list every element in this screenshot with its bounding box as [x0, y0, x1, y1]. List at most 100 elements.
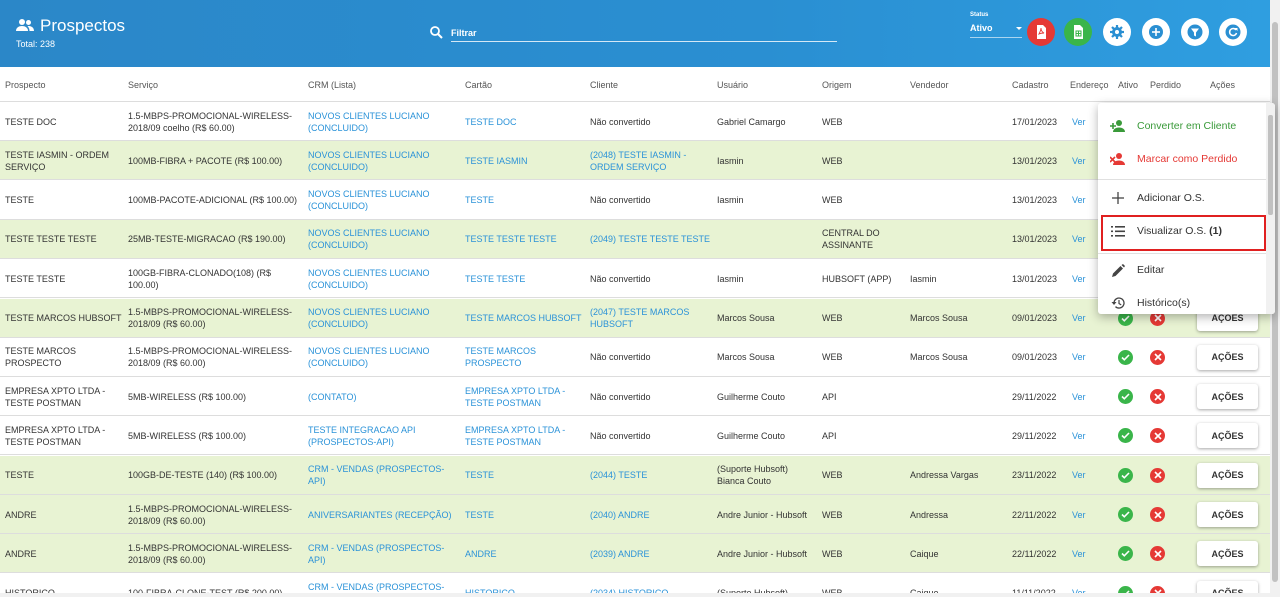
actions-button[interactable]: AÇÕES [1197, 541, 1258, 567]
active-check-icon[interactable] [1118, 428, 1133, 444]
active-check-icon[interactable] [1118, 507, 1133, 522]
table-row[interactable]: ANDRE 1.5-MBPS-PROMOCIONAL-WIRELESS-2018/… [0, 534, 1270, 574]
cell-crm[interactable]: (CONTATO) [308, 391, 357, 402]
active-check-icon[interactable] [1118, 349, 1133, 365]
cell-cartao[interactable]: TESTE MARCOS PROSPECTO [465, 346, 537, 369]
lost-x-icon[interactable] [1150, 389, 1165, 405]
cell-cartao[interactable]: TESTE TESTE TESTE [465, 234, 557, 245]
cell-endereco[interactable]: Ver [1072, 509, 1086, 520]
menu-item-add-os[interactable]: Adicionar O.S. [1098, 183, 1266, 213]
cell-crm[interactable]: NOVOS CLIENTES LUCIANO (CONCLUIDO) [308, 228, 430, 251]
cell-endereco[interactable]: Ver [1072, 195, 1086, 206]
cell-endereco[interactable]: Ver [1072, 234, 1086, 245]
active-check-icon[interactable] [1118, 546, 1133, 562]
col-origem[interactable]: Origem [822, 80, 852, 90]
actions-button[interactable]: AÇÕES [1197, 344, 1258, 370]
cell-cartao[interactable]: HISTORICO [465, 574, 585, 597]
lost-x-icon[interactable] [1150, 507, 1165, 522]
export-excel-button[interactable] [1064, 18, 1092, 46]
lost-x-icon[interactable] [1150, 310, 1165, 326]
menu-item-view-os[interactable]: Visualizar O.S. (1) [1098, 216, 1266, 246]
table-row[interactable]: TESTE 100MB-PACOTE-ADICIONAL (R$ 100.00) N… [0, 181, 1270, 220]
cell-crm[interactable]: NOVOS CLIENTES LUCIANO (CONCLUIDO) [308, 346, 430, 369]
cell-cartao[interactable]: TESTE DOC [465, 116, 517, 127]
actions-button[interactable]: AÇÕES [1197, 502, 1258, 527]
cell-endereco[interactable]: Ver [1072, 273, 1086, 284]
table-row[interactable]: ANDRE 1.5-MBPS-PROMOCIONAL-WIRELESS-2018/… [0, 495, 1270, 534]
lost-x-icon[interactable] [1150, 467, 1165, 483]
actions-button[interactable]: AÇÕES [1197, 384, 1258, 410]
cell-endereco[interactable]: Ver [1072, 313, 1086, 323]
col-vendedor[interactable]: Vendedor [910, 80, 949, 90]
actions-button[interactable]: AÇÕES [1197, 580, 1258, 597]
cell-cartao[interactable]: EMPRESA XPTO LTDA - TESTE POSTMAN [465, 385, 566, 408]
menu-scroll-thumb[interactable] [1268, 115, 1273, 215]
cell-cliente[interactable]: (2034) HISTORICO [590, 574, 712, 597]
search-icon[interactable] [430, 26, 443, 41]
cell-endereco[interactable]: Ver [1072, 430, 1086, 441]
table-row[interactable]: TESTE DOC 1.5-MBPS-PROMOCIONAL-WIRELESS-2… [0, 102, 1270, 141]
cell-crm[interactable]: NOVOS CLIENTES LUCIANO (CONCLUIDO) [308, 110, 430, 133]
menu-item-edit[interactable]: Editar [1098, 255, 1266, 285]
cell-crm[interactable]: NOVOS CLIENTES LUCIANO (CONCLUIDO) [308, 307, 430, 329]
menu-item-history[interactable]: Histórico(s) [1098, 288, 1266, 314]
cell-endereco[interactable]: Ver [1072, 391, 1086, 402]
col-endereco[interactable]: Endereço [1070, 80, 1109, 90]
cell-cartao[interactable]: TESTE TESTE [465, 273, 526, 284]
lost-x-icon[interactable] [1150, 349, 1165, 365]
cell-crm[interactable]: NOVOS CLIENTES LUCIANO (CONCLUIDO) [308, 149, 430, 172]
table-row[interactable]: TESTE 100GB-DE-TESTE (140) (R$ 100.00) CRM… [0, 455, 1270, 495]
col-ativo[interactable]: Ativo [1118, 80, 1139, 90]
active-check-icon[interactable] [1118, 467, 1133, 483]
col-cadastro[interactable]: Cadastro [1012, 80, 1049, 90]
cell-crm[interactable]: CRM - VENDAS (PROSPECTOS-API) [308, 464, 445, 487]
active-check-icon[interactable] [1118, 389, 1133, 405]
cell-cliente[interactable]: (2040) ANDRE [590, 509, 650, 520]
col-cliente[interactable]: Cliente [590, 80, 619, 90]
add-button[interactable] [1142, 18, 1170, 46]
actions-button[interactable]: AÇÕES [1197, 423, 1258, 449]
col-usuario[interactable]: Usuário [717, 80, 749, 90]
cell-cartao[interactable]: TESTE [465, 195, 495, 206]
table-row[interactable]: HISTORICO100-FIBRA-CLONE-TEST (R$ 200.00… [0, 574, 1270, 597]
cell-cartao[interactable]: ANDRE [465, 548, 497, 559]
cell-cliente[interactable]: (2048) TESTE IASMIN - ORDEM SERVIÇO [590, 149, 687, 172]
col-cartao[interactable]: Cartão [465, 80, 493, 90]
cell-cartao[interactable]: TESTE IASMIN [465, 155, 528, 166]
cell-cartao[interactable]: EMPRESA XPTO LTDA - TESTE POSTMAN [465, 424, 566, 447]
cell-crm[interactable]: NOVOS CLIENTES LUCIANO (CONCLUIDO) [308, 267, 430, 290]
active-check-icon[interactable] [1118, 310, 1133, 326]
filter-button[interactable] [1181, 18, 1209, 46]
menu-item-convert[interactable]: Converter em Cliente [1098, 111, 1266, 141]
cell-cartao[interactable]: TESTE MARCOS HUBSOFT [465, 313, 582, 323]
table-row[interactable]: EMPRESA XPTO LTDA - TESTE POSTMAN 5MB-WIR… [0, 416, 1270, 456]
status-select[interactable]: Status Ativo [970, 12, 1022, 38]
lost-x-icon[interactable] [1150, 428, 1165, 444]
settings-button[interactable] [1103, 18, 1131, 46]
table-row[interactable]: TESTE TESTE TESTE 25MB-TESTE-MIGRACAO (R$… [0, 219, 1270, 259]
col-servico[interactable]: Serviço [128, 80, 159, 90]
vertical-scroll-thumb[interactable] [1272, 22, 1278, 582]
lost-x-icon[interactable] [1150, 546, 1165, 562]
col-prospecto[interactable]: Prospecto [5, 80, 46, 90]
cell-crm[interactable]: NOVOS CLIENTES LUCIANO (CONCLUIDO) [308, 189, 430, 212]
cell-cartao[interactable]: TESTE [465, 509, 495, 520]
col-crm[interactable]: CRM (Lista) [308, 80, 357, 90]
cell-crm[interactable]: ANIVERSARIANTES (RECEPÇÃO) [308, 509, 452, 520]
horizontal-scrollbar[interactable] [0, 593, 1270, 597]
cell-endereco[interactable]: Ver [1072, 470, 1086, 481]
cell-cartao[interactable]: TESTE [465, 470, 495, 481]
cell-endereco[interactable]: Ver [1072, 116, 1086, 127]
cell-endereco[interactable]: Ver [1072, 574, 1102, 597]
cell-cliente[interactable]: (2047) TESTE MARCOS HUBSOFT [590, 307, 690, 329]
refresh-button[interactable] [1219, 18, 1247, 46]
cell-endereco[interactable]: Ver [1072, 548, 1086, 559]
table-row[interactable]: TESTE MARCOS PROSPECTO 1.5-MBPS-PROMOCION… [0, 338, 1270, 377]
cell-endereco[interactable]: Ver [1072, 352, 1086, 363]
table-row[interactable]: TESTE TESTE 100GB-FIBRA-CLONADO(108) (R$ … [0, 259, 1270, 299]
menu-item-mark-lost[interactable]: Marcar como Perdido [1098, 144, 1266, 174]
cell-crm[interactable]: TESTE INTEGRACAO API (PROSPECTOS-API) [308, 424, 416, 447]
table-row[interactable]: EMPRESA XPTO LTDA - TESTE POSTMAN 5MB-WIR… [0, 377, 1270, 417]
cell-crm[interactable]: CRM - VENDAS (PROSPECTOS-API) [308, 542, 445, 565]
filter-input[interactable] [451, 25, 837, 42]
